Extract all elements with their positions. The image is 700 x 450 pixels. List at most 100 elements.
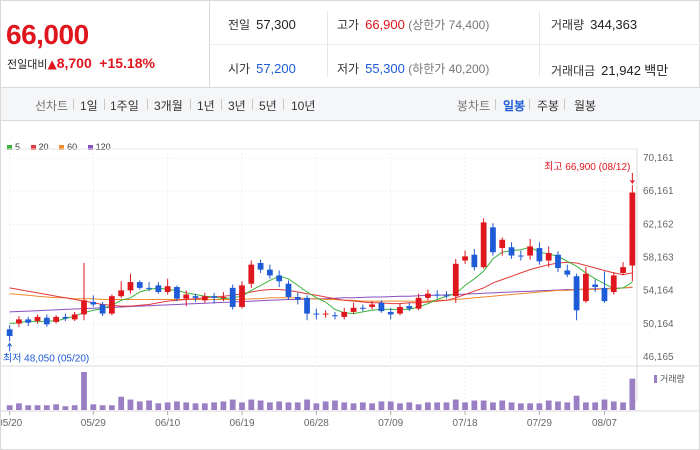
period-3m-button[interactable]: 3개월 <box>154 99 183 113</box>
y-tick-label: 46,165 <box>643 352 674 363</box>
candle-body <box>425 293 431 298</box>
candle-monthly-button[interactable]: 월봉 <box>574 99 597 113</box>
toolbar-divider <box>252 99 253 110</box>
candle-daily-button[interactable]: 일봉 <box>503 99 526 113</box>
candle-body <box>369 304 375 307</box>
volume-bar <box>359 402 366 410</box>
y-tick-label: 50,164 <box>643 319 674 330</box>
candle-body <box>43 317 50 325</box>
candle-body <box>629 192 636 266</box>
period-1y-button[interactable]: 1년 <box>197 99 215 113</box>
legend-label: 5 <box>15 142 21 152</box>
period-10y-button[interactable]: 10년 <box>291 99 316 113</box>
volume-bar <box>62 406 69 410</box>
candle-body <box>508 247 515 256</box>
volume-bar <box>499 400 506 410</box>
change-amount: 8,700 <box>56 55 92 71</box>
legend-label: 60 <box>67 142 78 152</box>
candle-body <box>146 287 152 289</box>
candle-body <box>53 316 59 322</box>
stat-value: 57,200 <box>256 61 296 76</box>
candle-weekly-button[interactable]: 주봉 <box>537 99 560 113</box>
volume-bar <box>369 403 375 410</box>
volume-bars: 거래량 <box>6 372 685 410</box>
volume-bar <box>517 403 524 410</box>
toolbar-divider <box>221 99 222 110</box>
candle-body <box>229 287 236 307</box>
volume-label: 거래량 <box>660 373 685 384</box>
stat-value: 344,363 <box>590 17 638 32</box>
volume-bar <box>285 402 292 410</box>
stat-label: 거래량 <box>551 18 585 32</box>
volume-bar <box>555 401 561 410</box>
candle-body <box>387 311 394 315</box>
volume-bar <box>629 378 636 410</box>
candle-body <box>174 287 180 299</box>
volume-bar <box>527 403 533 410</box>
period-3y-button[interactable]: 3년 <box>228 99 246 113</box>
candle-body <box>490 227 496 253</box>
candle-body <box>267 269 273 276</box>
volume-bar <box>174 401 180 410</box>
candlestick-chart[interactable]: 거래량 70,161 66,161 62,162 58,163 54,164 50,164… <box>1 122 700 450</box>
volume-bar <box>471 400 478 410</box>
volume-bar <box>239 402 245 410</box>
stat-label: 거래대금 <box>551 64 596 78</box>
volume-bar <box>201 403 208 410</box>
volume-bar <box>592 402 599 410</box>
stat-value: 55,300 <box>365 61 405 76</box>
candle-body <box>109 296 115 314</box>
volume-bar <box>387 401 394 410</box>
stat-label: 저가 <box>337 62 360 76</box>
candle-body <box>164 286 171 293</box>
candles <box>6 185 636 342</box>
chart-annotations: 최고 66,900 (08/12) 최저 48,050 (05/20) <box>3 161 635 364</box>
candle-body <box>517 255 524 257</box>
x-tick-label: 06/19 <box>229 418 254 429</box>
volume-bar <box>6 405 13 410</box>
candle-body <box>592 284 599 288</box>
candle-body <box>304 297 310 314</box>
candle-body <box>499 239 506 249</box>
volume-bar <box>155 403 162 410</box>
legend-label: 20 <box>38 142 49 152</box>
volume-bar <box>164 402 171 410</box>
chart-grid <box>1 148 700 412</box>
volume-bar <box>610 401 617 410</box>
volume-bar <box>25 405 32 410</box>
volume-bar <box>192 403 199 410</box>
volume-bar <box>90 404 97 410</box>
high-annotation: 최고 66,900 (08/12) <box>544 161 630 173</box>
candle-body <box>183 294 190 299</box>
stat-low: 저가 55,300 (하한가 40,200) <box>337 60 489 77</box>
ma-legend: 5 20 60 120 <box>7 142 119 152</box>
stat-amount: 거래대금 21,942 백만 <box>551 60 668 79</box>
period-1w-button[interactable]: 1주일 <box>110 99 139 113</box>
candle-body <box>350 307 357 312</box>
volume-bar <box>313 403 320 410</box>
candle-body <box>397 306 403 314</box>
period-1d-button[interactable]: 1일 <box>80 99 98 113</box>
volume-bar <box>397 403 403 410</box>
volume-bar <box>536 403 543 410</box>
stat-label: 고가 <box>337 18 360 32</box>
y-tick-label: 70,161 <box>643 153 674 164</box>
candle-body <box>211 296 217 298</box>
volume-bar <box>508 402 515 410</box>
period-5y-button[interactable]: 5년 <box>259 99 277 113</box>
volume-bar <box>350 403 357 410</box>
stats-divider <box>539 11 540 77</box>
volume-bar <box>276 401 283 410</box>
stat-label: 전일 <box>228 18 251 32</box>
y-tick-label: 58,163 <box>643 253 674 264</box>
candle-body <box>62 316 69 319</box>
volume-bar <box>480 400 487 410</box>
toolbar-divider <box>147 99 148 110</box>
volume-bar <box>257 400 264 410</box>
current-price: 66,000 <box>6 19 89 50</box>
candle-body <box>25 319 32 323</box>
legend-ma120: 120 <box>87 142 111 152</box>
candle-body <box>294 296 301 300</box>
candle-body <box>341 311 348 317</box>
